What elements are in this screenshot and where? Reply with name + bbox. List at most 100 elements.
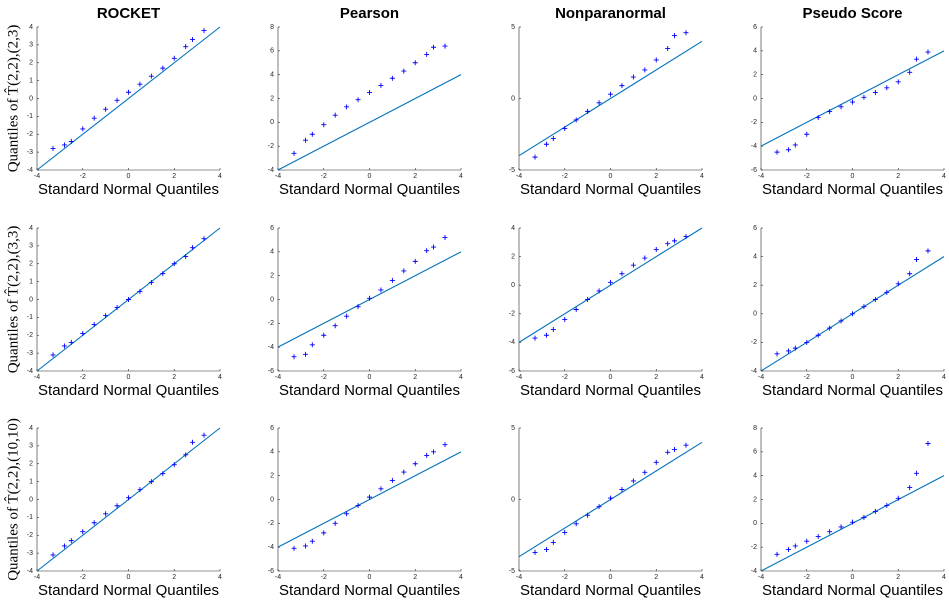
x-tick-label: -2 xyxy=(804,574,810,581)
plot-title: Pseudo Score xyxy=(802,5,902,22)
qq-point xyxy=(332,112,338,118)
qq-point xyxy=(804,339,810,345)
x-tick-label: 4 xyxy=(700,574,704,581)
qq-point xyxy=(914,256,920,262)
qq-point xyxy=(171,261,177,267)
x-tick-label: 2 xyxy=(413,173,417,180)
y-axis-label: Quantiles of T̂(2,2),(10,10) xyxy=(4,418,21,581)
qq-point xyxy=(907,69,913,75)
qq-point xyxy=(80,330,86,336)
y-axis-label: Quantiles of T̂(2,2),(2,3) xyxy=(4,25,21,173)
x-tick-label: -2 xyxy=(562,173,568,180)
qq-point xyxy=(573,307,579,313)
qq-point xyxy=(291,150,297,156)
reference-line xyxy=(518,227,703,343)
qq-point xyxy=(850,519,855,525)
x-tick-label: -4 xyxy=(34,374,40,381)
qq-point xyxy=(573,521,579,527)
x-tick-label: 0 xyxy=(609,173,613,180)
y-tick-label: 6 xyxy=(753,24,757,31)
qq-point xyxy=(672,33,678,39)
qq-point xyxy=(171,55,177,61)
qq-point xyxy=(785,547,791,553)
qq-point xyxy=(585,297,591,302)
x-tick-label: -2 xyxy=(80,574,86,581)
qq-point xyxy=(619,271,625,277)
qq-point xyxy=(190,245,196,251)
qq-point xyxy=(50,352,56,358)
y-tick-label: 3 xyxy=(29,243,33,250)
qq-point xyxy=(872,297,878,302)
qq-point xyxy=(424,248,430,254)
x-tick-label: 2 xyxy=(654,374,658,381)
y-tick-label: 8 xyxy=(270,24,274,31)
qq-point xyxy=(103,106,109,112)
x-tick-label: 4 xyxy=(459,374,463,381)
qq-point xyxy=(850,99,855,105)
x-axis-label: Standard Normal Quantiles xyxy=(38,181,219,198)
x-tick-label: 4 xyxy=(942,574,946,581)
y-tick-label: -4 xyxy=(27,368,33,375)
y-tick-label: 2 xyxy=(511,253,515,260)
qq-point xyxy=(573,117,579,123)
x-tick-label: -4 xyxy=(758,173,764,180)
qq-point xyxy=(367,494,372,500)
qq-point xyxy=(872,508,878,514)
qq-point xyxy=(389,75,395,81)
y-tick-label: 0 xyxy=(29,95,33,102)
qq-point xyxy=(321,530,327,536)
plot-title: Pearson xyxy=(340,5,399,22)
qq-point xyxy=(424,51,430,57)
qq-point xyxy=(344,104,350,110)
x-tick-label: 2 xyxy=(172,574,176,581)
qq-point xyxy=(309,342,315,348)
x-axis-label: Standard Normal Quantiles xyxy=(279,382,460,399)
x-tick-label: 0 xyxy=(851,173,855,180)
qq-point xyxy=(160,471,166,477)
y-tick-label: -5 xyxy=(509,167,515,174)
qq-point xyxy=(431,44,437,50)
qq-point xyxy=(344,313,350,319)
x-tick-label: 2 xyxy=(172,374,176,381)
x-tick-label: 4 xyxy=(218,574,222,581)
qq-point xyxy=(785,348,791,354)
qq-point xyxy=(665,449,671,455)
y-tick-label: 0 xyxy=(270,119,274,126)
qq-point xyxy=(389,277,395,283)
qq-point xyxy=(137,487,143,493)
y-tick-label: -2 xyxy=(268,143,274,150)
y-tick-label: 3 xyxy=(29,443,33,450)
y-tick-label: 0 xyxy=(511,496,515,503)
x-tick-label: 0 xyxy=(368,173,372,180)
x-tick-label: 2 xyxy=(654,173,658,180)
qq-point xyxy=(355,304,361,310)
y-tick-label: -4 xyxy=(27,568,33,575)
qq-point xyxy=(838,104,844,110)
y-tick-label: -1 xyxy=(27,514,33,521)
qq-point xyxy=(619,486,625,492)
qq-point xyxy=(861,514,867,520)
qq-point xyxy=(190,37,196,43)
x-tick-label: 4 xyxy=(942,374,946,381)
x-tick-label: 0 xyxy=(127,173,131,180)
qq-point xyxy=(160,65,166,71)
qq-point xyxy=(367,295,372,301)
y-tick-label: 6 xyxy=(753,449,757,456)
x-tick-label: 2 xyxy=(896,173,900,180)
x-tick-label: -4 xyxy=(516,574,522,581)
x-tick-label: 4 xyxy=(700,173,704,180)
qq-plot: -4 -2 0 2 4 -4 -3 -2 -1 0 1 2 3 4 ROCKET Standard Norma… xyxy=(4,5,222,198)
qq-point xyxy=(543,141,549,147)
qq-point xyxy=(585,108,591,114)
qq-point xyxy=(91,322,97,328)
qq-point xyxy=(201,28,207,34)
qq-point xyxy=(550,539,556,545)
qq-point xyxy=(562,529,568,535)
qq-point xyxy=(302,543,308,549)
y-tick-label: -4 xyxy=(509,339,515,346)
x-tick-label: 2 xyxy=(413,574,417,581)
qq-point xyxy=(332,323,338,329)
x-tick-label: -2 xyxy=(321,374,327,381)
